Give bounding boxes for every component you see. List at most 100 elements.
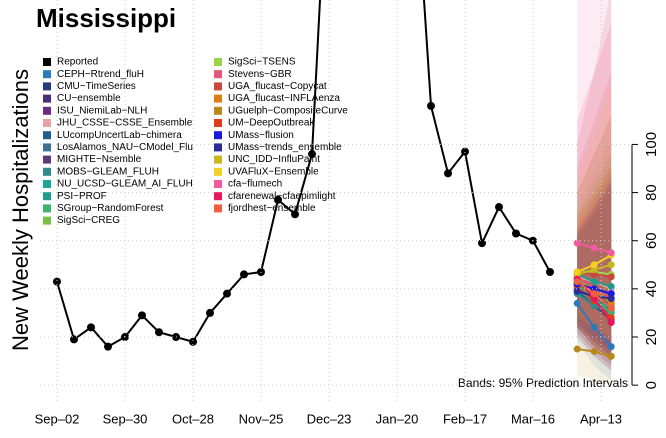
plot-area (53, 0, 615, 386)
prediction-band (577, 86, 612, 338)
legend-swatch (43, 180, 51, 188)
legend-label: CMU−TimeSeries (57, 81, 136, 92)
reported-point (240, 270, 248, 279)
forecast-point (590, 270, 598, 278)
legend-swatch (214, 192, 222, 201)
forecast-point (607, 290, 615, 298)
legend-swatch (214, 94, 222, 103)
forecast-point (573, 287, 581, 295)
forecast-point (590, 294, 598, 302)
y-tick-label: 60 (643, 232, 660, 249)
x-tick-label: Dec‒23 (307, 411, 352, 426)
legend-swatch (214, 180, 222, 188)
forecast-point (590, 285, 598, 293)
forecast-point (607, 352, 615, 360)
y-tick-label: 0 (643, 381, 660, 389)
legend-label: MOBS−GLEAM_FLUH (57, 166, 159, 177)
reported-point (206, 308, 214, 317)
x-tick-label: Feb‒17 (443, 411, 487, 426)
legend-swatch (214, 82, 222, 91)
x-tick-label: Nov‒25 (239, 411, 284, 426)
forecast-point (607, 319, 615, 327)
legend-swatch (214, 106, 222, 115)
legend-swatch (43, 119, 51, 127)
legend-label: cfa−flumech (228, 179, 282, 190)
legend-label: CEPH−Rtrend_fluH (57, 69, 144, 80)
forecast-point (607, 294, 615, 302)
forecast-point (607, 249, 615, 257)
legend-label: ISU_NiemiLab−NLH (57, 105, 147, 116)
legend-label: UGuelph−CompositeCurve (228, 105, 348, 116)
forecast-point (607, 261, 615, 269)
legend-swatch (43, 70, 51, 79)
legend-swatch (43, 131, 51, 140)
reported-point (189, 337, 197, 346)
forecast-point (573, 345, 581, 353)
x-tick-label: Apr‒13 (580, 411, 622, 426)
legend-label: cfarenewal−cfaepimlight (228, 191, 336, 202)
forecast-point (590, 347, 598, 355)
forecast-point (573, 239, 581, 247)
reported-point (512, 229, 520, 238)
forecast-point (590, 266, 598, 274)
legend-label: UVAFluX−Ensemble (228, 166, 319, 177)
forecast-point (607, 304, 615, 312)
legend-swatch (43, 106, 51, 115)
legend-swatch (214, 155, 222, 164)
y-tick-label: 100 (643, 132, 660, 157)
legend-label: UGA_flucast−Copycat (228, 81, 327, 92)
reported-point (495, 203, 503, 212)
legend-label: UNC_IDD−InfluPaint (228, 154, 320, 165)
x-tick-label: Jan‒20 (376, 411, 419, 426)
reported-point (87, 323, 95, 332)
legend-swatch (214, 143, 222, 152)
legend-swatch (43, 216, 51, 225)
reported-point (223, 289, 231, 298)
legend-label: LUcompUncertLab−chimera (57, 130, 182, 141)
x-tick-label: Sep‒02 (35, 411, 80, 426)
legend-label: MIGHTE−Nsemble (57, 154, 142, 165)
forecast-point (607, 282, 615, 290)
reported-point (444, 169, 452, 178)
y-axis-label: New Weekly Hospitalizations (8, 69, 33, 351)
legend-swatch (214, 131, 222, 140)
forecast-point (590, 261, 598, 269)
legend-swatch (43, 155, 51, 164)
legend-swatch (43, 204, 51, 213)
x-tick-label: Mar‒16 (511, 411, 555, 426)
y-tick-label: 20 (643, 329, 660, 346)
legend-label: SigSci−CREG (57, 215, 120, 226)
reported-point (138, 311, 146, 320)
legend-label: UM−DeepOutbreak (228, 118, 315, 129)
reported-point (427, 101, 435, 110)
legend-swatch (43, 167, 51, 176)
forecast-point (573, 299, 581, 307)
legend-label: UMass−flusion (228, 130, 294, 141)
legend-label: Stevens−GBR (228, 69, 292, 80)
forecast-point (607, 343, 615, 351)
legend-label: fjordhest−ensemble (228, 203, 316, 214)
y-tick-label: 80 (643, 184, 660, 201)
forecast-point (590, 323, 598, 331)
forecast-point (607, 299, 615, 307)
reported-point (53, 277, 61, 286)
forecast-point (590, 244, 598, 252)
forecast-point (573, 278, 581, 286)
chart-title: Mississippi (36, 3, 176, 33)
legend-swatch (214, 58, 222, 66)
reported-point (546, 268, 554, 277)
x-tick-label: Oct‒28 (172, 411, 214, 426)
legend-label: LosAlamos_NAU−CModel_Flu (57, 142, 193, 153)
forecast-point (590, 278, 598, 286)
legend-label: NU_UCSD−GLEAM_AI_FLUH (57, 179, 193, 190)
legend-swatch (43, 143, 51, 152)
forecast-point (607, 273, 615, 281)
prediction-band (577, 0, 612, 362)
reported-point (308, 150, 316, 159)
annotation: Bands: 95% Prediction Intervals (458, 376, 628, 390)
reported-point (461, 147, 469, 156)
legend-label: CU−ensemble (57, 93, 121, 104)
legend-swatch (214, 204, 222, 213)
forecast-point (590, 290, 598, 298)
